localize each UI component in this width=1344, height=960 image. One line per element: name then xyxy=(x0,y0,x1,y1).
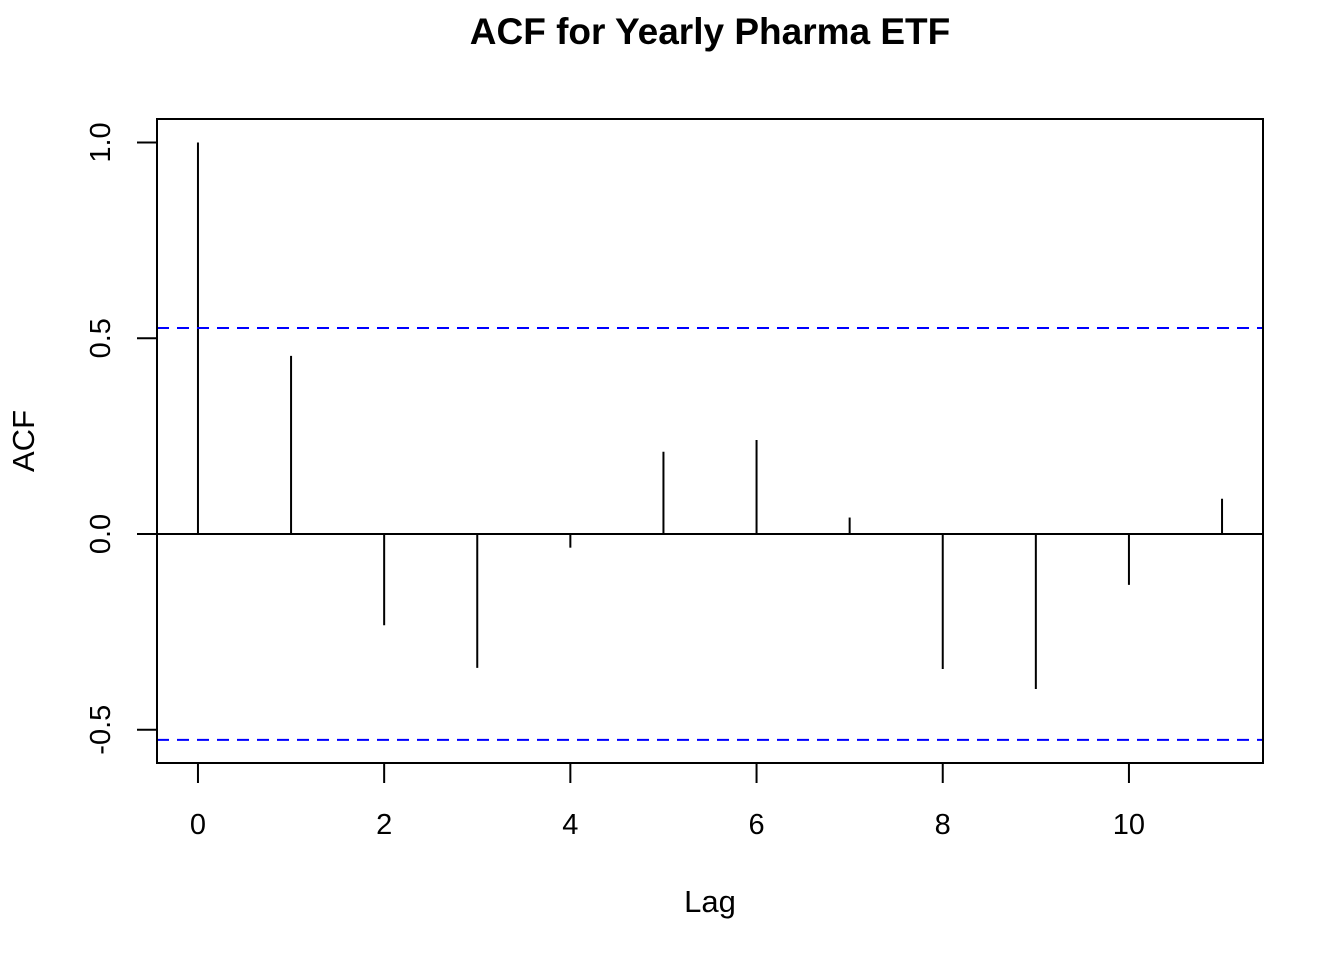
x-tick-label-4: 4 xyxy=(562,809,578,841)
y-tick-label-1: 0.0 xyxy=(85,514,117,554)
chart-title: ACF for Yearly Pharma ETF xyxy=(470,11,950,52)
plot-frame xyxy=(156,118,1264,764)
x-tick-label-8: 8 xyxy=(935,809,951,841)
x-tick-label-10: 10 xyxy=(1113,809,1145,841)
y-tick-label-3: 1.0 xyxy=(85,122,117,162)
plot-area xyxy=(156,118,1264,764)
x-tick-label-0: 0 xyxy=(190,809,206,841)
x-axis-title: Lag xyxy=(684,884,736,919)
x-tick-label-6: 6 xyxy=(748,809,764,841)
x-tick-label-2: 2 xyxy=(376,809,392,841)
x-axis: 0 2 4 6 8 10 xyxy=(190,763,1145,841)
y-tick-label-2: 0.5 xyxy=(85,318,117,358)
y-axis: -0.5 0.0 0.5 1.0 xyxy=(85,122,157,755)
y-tick-label-0: -0.5 xyxy=(85,705,117,755)
y-axis-title: ACF xyxy=(6,410,41,472)
